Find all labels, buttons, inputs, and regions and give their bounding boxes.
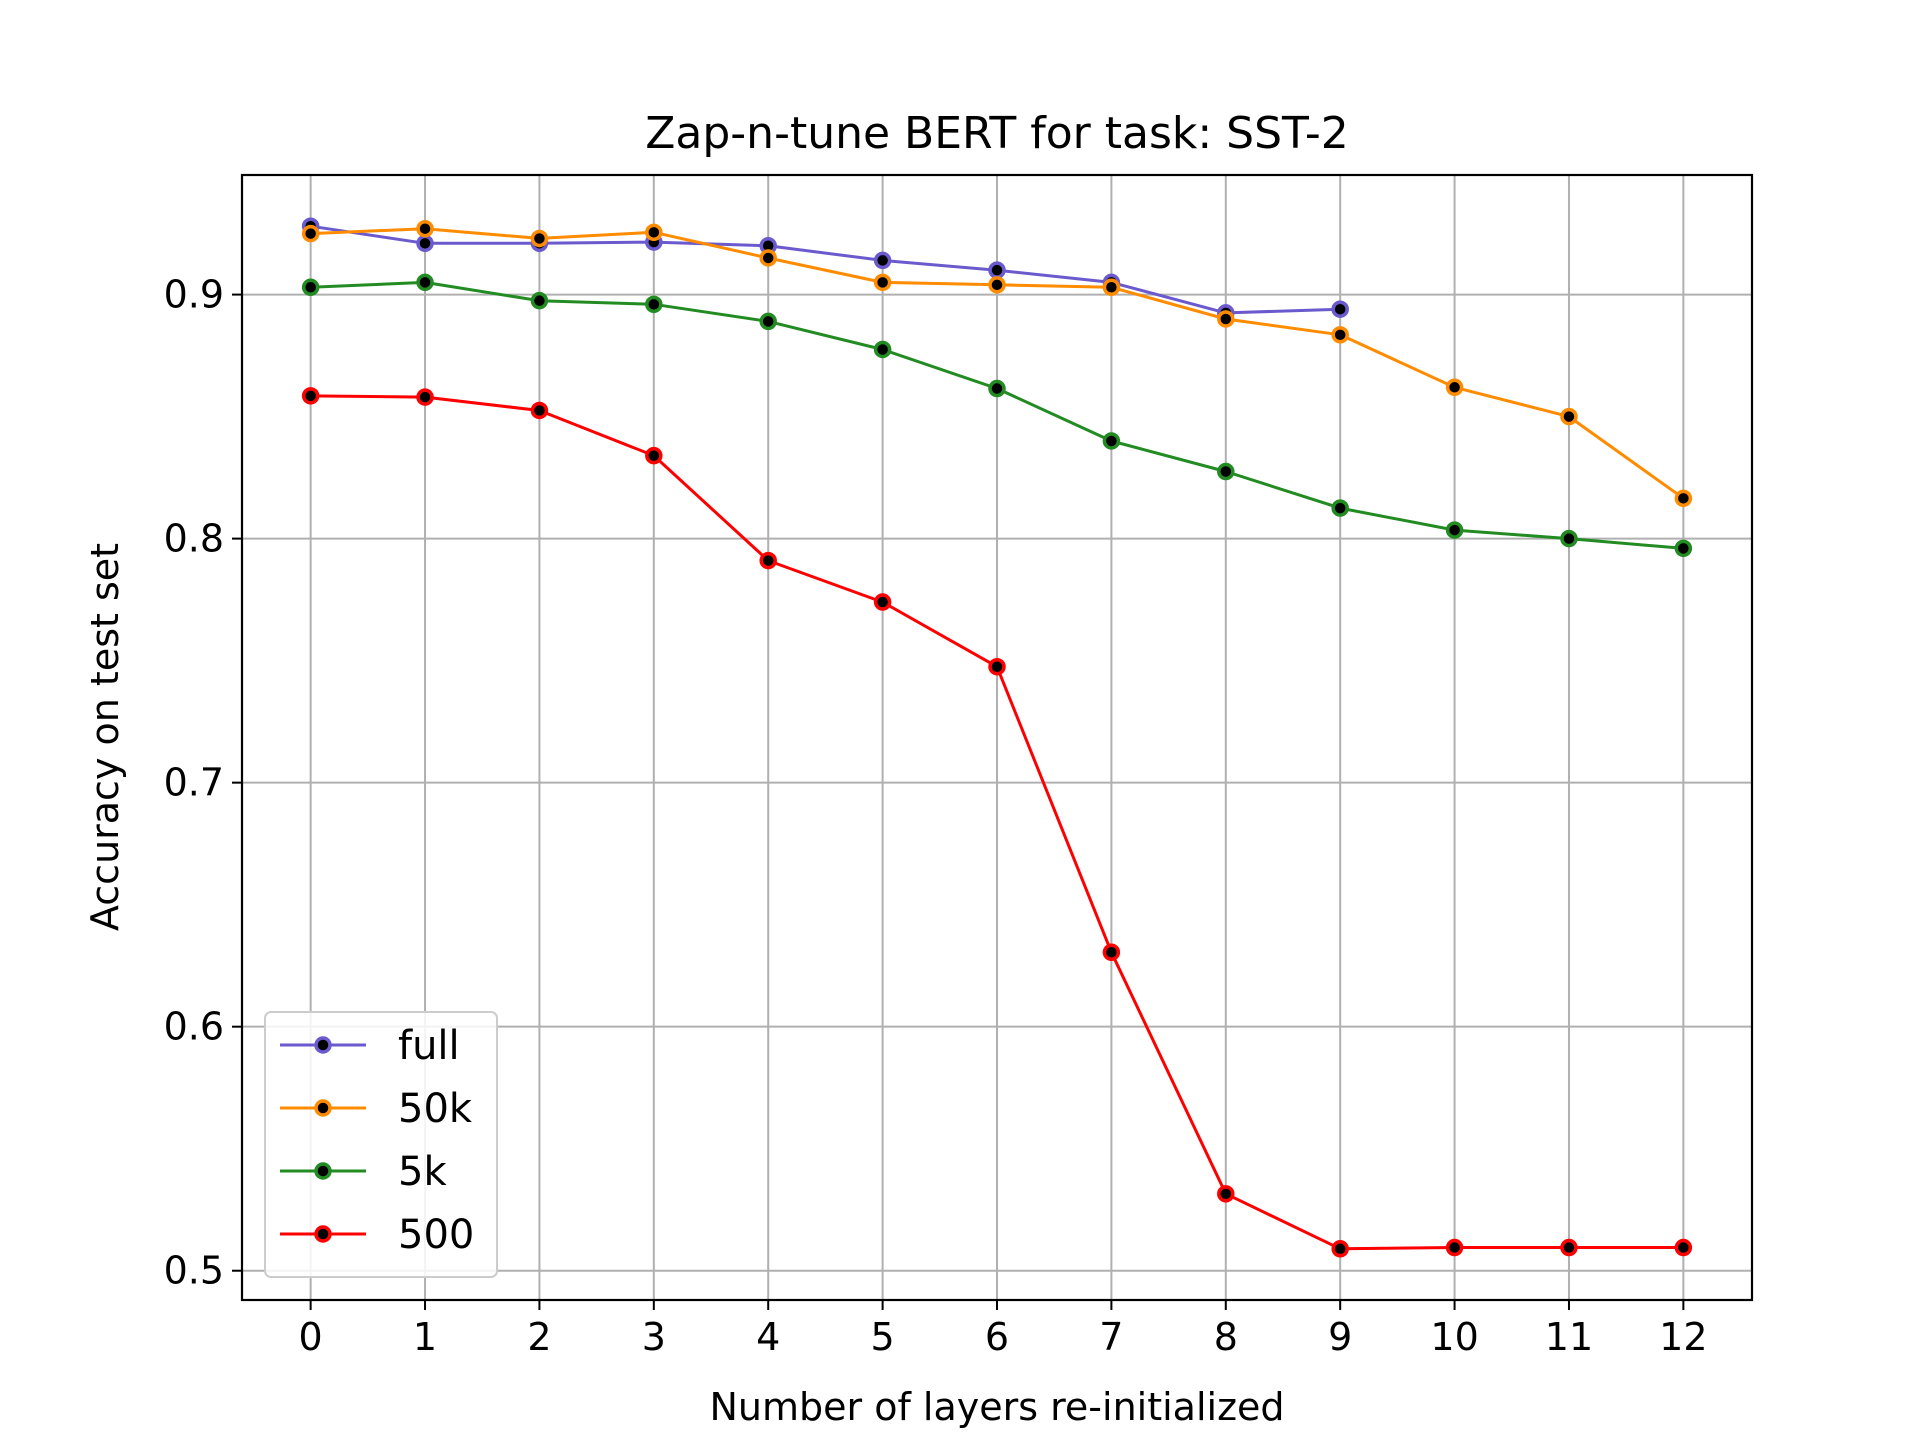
data-point-50k — [759, 249, 777, 267]
data-point-500 — [1445, 1238, 1464, 1257]
data-point-50k — [1560, 407, 1578, 426]
y-tick-label: 0.9 — [164, 273, 224, 317]
data-point-500 — [1331, 1240, 1349, 1258]
legend-label: 50k — [398, 1086, 473, 1132]
data-point-50k — [1674, 489, 1693, 508]
data-point-full — [873, 251, 892, 270]
legend: full 50k 5k 500 — [264, 1011, 498, 1278]
chart-title: Zap-n-tune BERT for task: SST-2 — [645, 108, 1348, 159]
data-point-50k — [1102, 278, 1121, 297]
data-point-full — [1331, 300, 1349, 318]
legend-label: 5k — [398, 1149, 447, 1195]
legend-label: 500 — [398, 1212, 474, 1258]
data-point-500 — [1674, 1238, 1693, 1257]
series-layer — [301, 217, 1693, 1258]
data-point-500 — [645, 446, 663, 465]
x-tick-label: 4 — [756, 1315, 780, 1359]
data-point-50k — [1331, 326, 1349, 344]
y-tick-label: 0.7 — [164, 761, 224, 805]
legend-entry-50k: 50k — [280, 1086, 473, 1132]
data-point-full — [416, 234, 434, 253]
data-point-500 — [1560, 1238, 1578, 1257]
legend-swatch-marker — [314, 1225, 332, 1243]
data-point-500 — [873, 593, 892, 611]
legend-swatch-marker — [314, 1099, 332, 1117]
data-point-50k — [645, 223, 663, 242]
data-point-5k — [1674, 539, 1693, 558]
data-point-500 — [988, 657, 1006, 676]
x-axis-ticks: 0 1 2 3 4 5 6 7 8 9 10 11 12 — [299, 1300, 1708, 1359]
data-point-500 — [759, 551, 777, 570]
data-point-50k — [1217, 310, 1235, 328]
series-5k — [301, 273, 1693, 558]
x-tick-label: 0 — [299, 1315, 323, 1359]
y-tick-label: 0.8 — [164, 517, 224, 561]
data-point-5k — [301, 278, 320, 297]
data-point-50k — [416, 219, 434, 238]
data-point-500 — [530, 401, 549, 420]
x-tick-label: 7 — [1099, 1315, 1123, 1359]
x-tick-label: 12 — [1659, 1315, 1707, 1359]
series-500 — [301, 387, 1693, 1258]
data-point-5k — [645, 295, 663, 314]
y-tick-label: 0.5 — [164, 1249, 224, 1293]
series-line-full — [310, 224, 1341, 315]
x-tick-label: 1 — [413, 1315, 437, 1359]
data-point-50k — [301, 224, 320, 243]
y-axis-ticks: 0.5 0.6 0.7 0.8 0.9 — [164, 273, 242, 1293]
data-point-5k — [530, 291, 549, 310]
y-tick-label: 0.6 — [164, 1005, 224, 1049]
grid-layer — [242, 175, 1752, 1300]
data-point-5k — [1217, 462, 1235, 481]
legend-label: full — [398, 1023, 460, 1069]
x-tick-label: 5 — [871, 1315, 895, 1359]
data-point-5k — [759, 312, 777, 331]
data-point-full — [988, 261, 1006, 279]
legend-items: full 50k 5k 500 — [280, 1023, 474, 1258]
x-tick-label: 8 — [1214, 1315, 1238, 1359]
data-point-5k — [1331, 499, 1349, 517]
x-tick-label: 11 — [1545, 1315, 1593, 1359]
series-full — [301, 217, 1349, 322]
legend-box — [264, 1011, 498, 1278]
data-point-50k — [1445, 378, 1464, 397]
data-point-500 — [416, 388, 434, 406]
legend-entry-5k: 5k — [280, 1149, 447, 1195]
series-50k — [301, 219, 1693, 508]
data-point-500 — [1102, 943, 1121, 962]
data-point-500 — [1217, 1185, 1235, 1203]
data-point-5k — [1102, 432, 1121, 450]
legend-entry-500: 500 — [280, 1212, 474, 1258]
data-point-5k — [1445, 521, 1464, 539]
data-point-5k — [416, 273, 434, 292]
data-point-50k — [988, 276, 1006, 294]
data-point-50k — [873, 273, 892, 292]
data-point-5k — [988, 379, 1006, 398]
x-tick-label: 6 — [985, 1315, 1009, 1359]
legend-entry-full: full — [280, 1023, 460, 1069]
x-axis-label: Number of layers re-initialized — [709, 1385, 1284, 1429]
x-tick-label: 9 — [1328, 1315, 1352, 1359]
data-point-5k — [1560, 529, 1578, 548]
legend-swatch-marker — [314, 1162, 332, 1180]
data-point-500 — [301, 387, 320, 405]
data-point-5k — [873, 340, 892, 359]
y-axis-label: Accuracy on test set — [83, 543, 127, 931]
x-tick-label: 2 — [527, 1315, 551, 1359]
data-point-50k — [530, 229, 549, 248]
x-tick-label: 10 — [1430, 1315, 1478, 1359]
x-tick-label: 3 — [642, 1315, 666, 1359]
legend-swatch-marker — [314, 1036, 332, 1054]
